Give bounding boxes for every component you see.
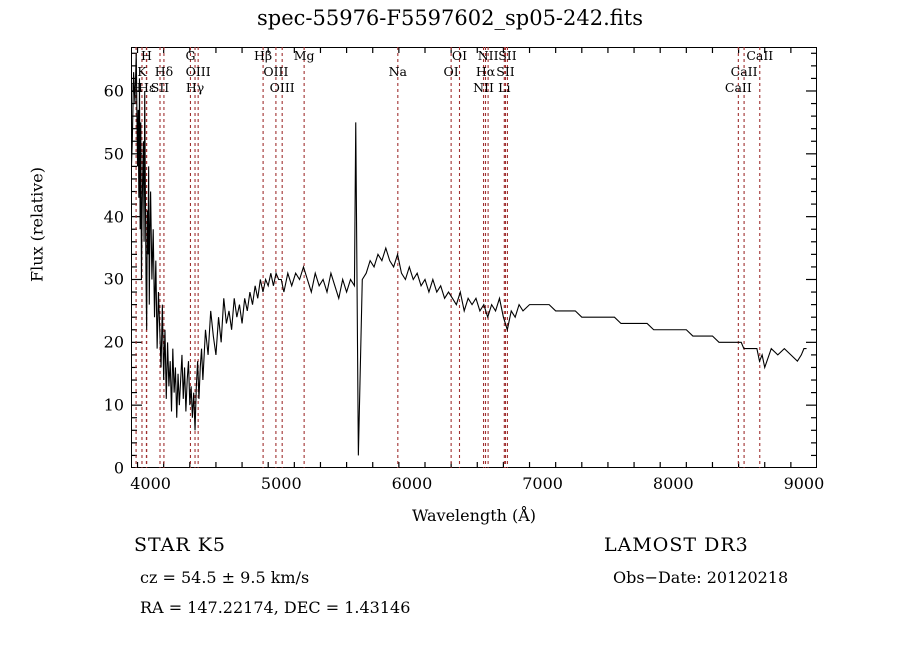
x-tick-label: 9000 [783,474,825,493]
line-label-h: Hδ [154,64,174,79]
survey-name: LAMOST DR3 [604,534,749,556]
line-label-g: G [185,48,196,63]
line-label-na: Na [388,64,408,79]
line-label-mg: Mg [293,48,315,63]
x-tick-label: 4000 [130,474,171,493]
line-label-oiii: OIII [263,64,289,79]
x-tick-label: 8000 [652,474,694,493]
line-label-h: H [130,80,142,95]
line-label-sii: SII [498,48,517,63]
plot-canvas [131,47,817,468]
redshift-value: cz = 54.5 ± 9.5 km/s [140,568,310,587]
y-tick-label: 20 [103,332,124,352]
line-label-nii: NII [477,48,499,63]
line-label-oiii: OIII [269,80,295,95]
obs-date: Obs−Date: 20120218 [613,568,789,587]
y-axis-label: Flux (relative) [27,167,47,282]
line-label-li: Li [498,80,511,95]
line-label-sii: SII [496,64,515,79]
y-tick-label: 40 [103,207,124,227]
y-tick-label: 60 [103,81,124,101]
line-label-k: K [137,64,147,79]
y-tick-label: 50 [103,144,124,164]
y-tick-label: 0 [113,458,124,478]
line-label-sii: SII [150,80,170,95]
page-title: spec-55976-F5597602_sp05-242.fits [256,6,644,30]
coordinates-value: RA = 147.22174, DEC = 1.43146 [140,598,411,617]
line-label-oiii: OIII [185,64,211,79]
line-label-oi: OI [443,64,459,79]
line-label-h: Hγ [185,80,205,95]
x-tick-label: 5000 [260,474,302,493]
line-label-h: H [140,48,152,63]
line-label-h: Hβ [254,48,273,63]
y-tick-label: 10 [103,395,124,415]
y-tick-label: 30 [103,269,124,289]
x-tick-label: 6000 [391,474,433,493]
line-label-oi: OI [451,48,468,63]
line-label-nii: NII [473,80,494,95]
x-tick-label: 7000 [522,474,563,493]
line-label-caii: CaII [746,48,774,63]
plot-frame [131,47,817,468]
line-label-h: Hε [137,80,156,95]
line-label-caii: CaII [724,80,752,95]
line-label-h: Hα [475,64,496,79]
spectrum-plot [131,47,817,468]
x-axis-label: Wavelength (Å) [411,506,537,525]
y-axis-ticks: 0 10 20 30 40 50 60 [98,0,124,649]
line-label-caii: CaII [730,64,758,79]
object-class: STAR K5 [134,534,226,556]
